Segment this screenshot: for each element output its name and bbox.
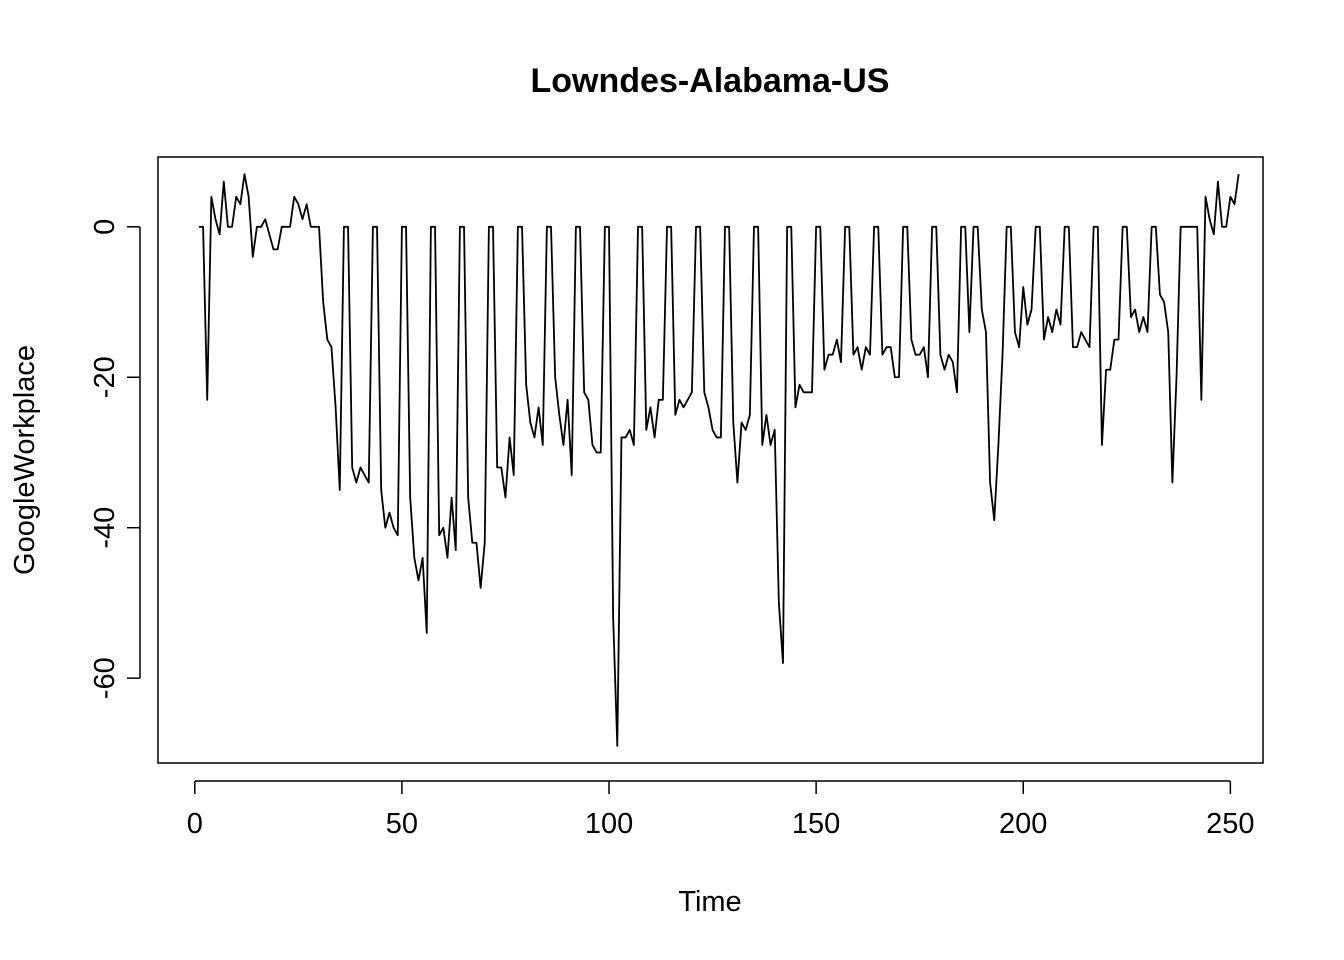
y-tick-label: -40 <box>89 507 121 549</box>
y-tick-label: 0 <box>89 219 121 235</box>
x-tick-label: 250 <box>1206 808 1254 840</box>
series-line <box>198 173 1240 747</box>
chart-title: Lowndes-Alabama-US <box>531 62 890 100</box>
y-axis-label: GoogleWorkplace <box>9 345 41 575</box>
x-tick-label: 100 <box>585 808 633 840</box>
y-tick-label: -20 <box>89 356 121 398</box>
x-axis: 0 50 100 150 200 250 <box>187 780 1255 840</box>
x-tick-label: 50 <box>386 808 418 840</box>
x-tick-label: 150 <box>792 808 840 840</box>
x-axis-label: Time <box>678 886 741 918</box>
y-tick-label: -60 <box>89 657 121 699</box>
plot-frame <box>157 156 1264 764</box>
y-axis: 0 -20 -40 -60 <box>89 219 141 699</box>
x-tick-label: 200 <box>999 808 1047 840</box>
x-tick-label: 0 <box>187 808 203 840</box>
